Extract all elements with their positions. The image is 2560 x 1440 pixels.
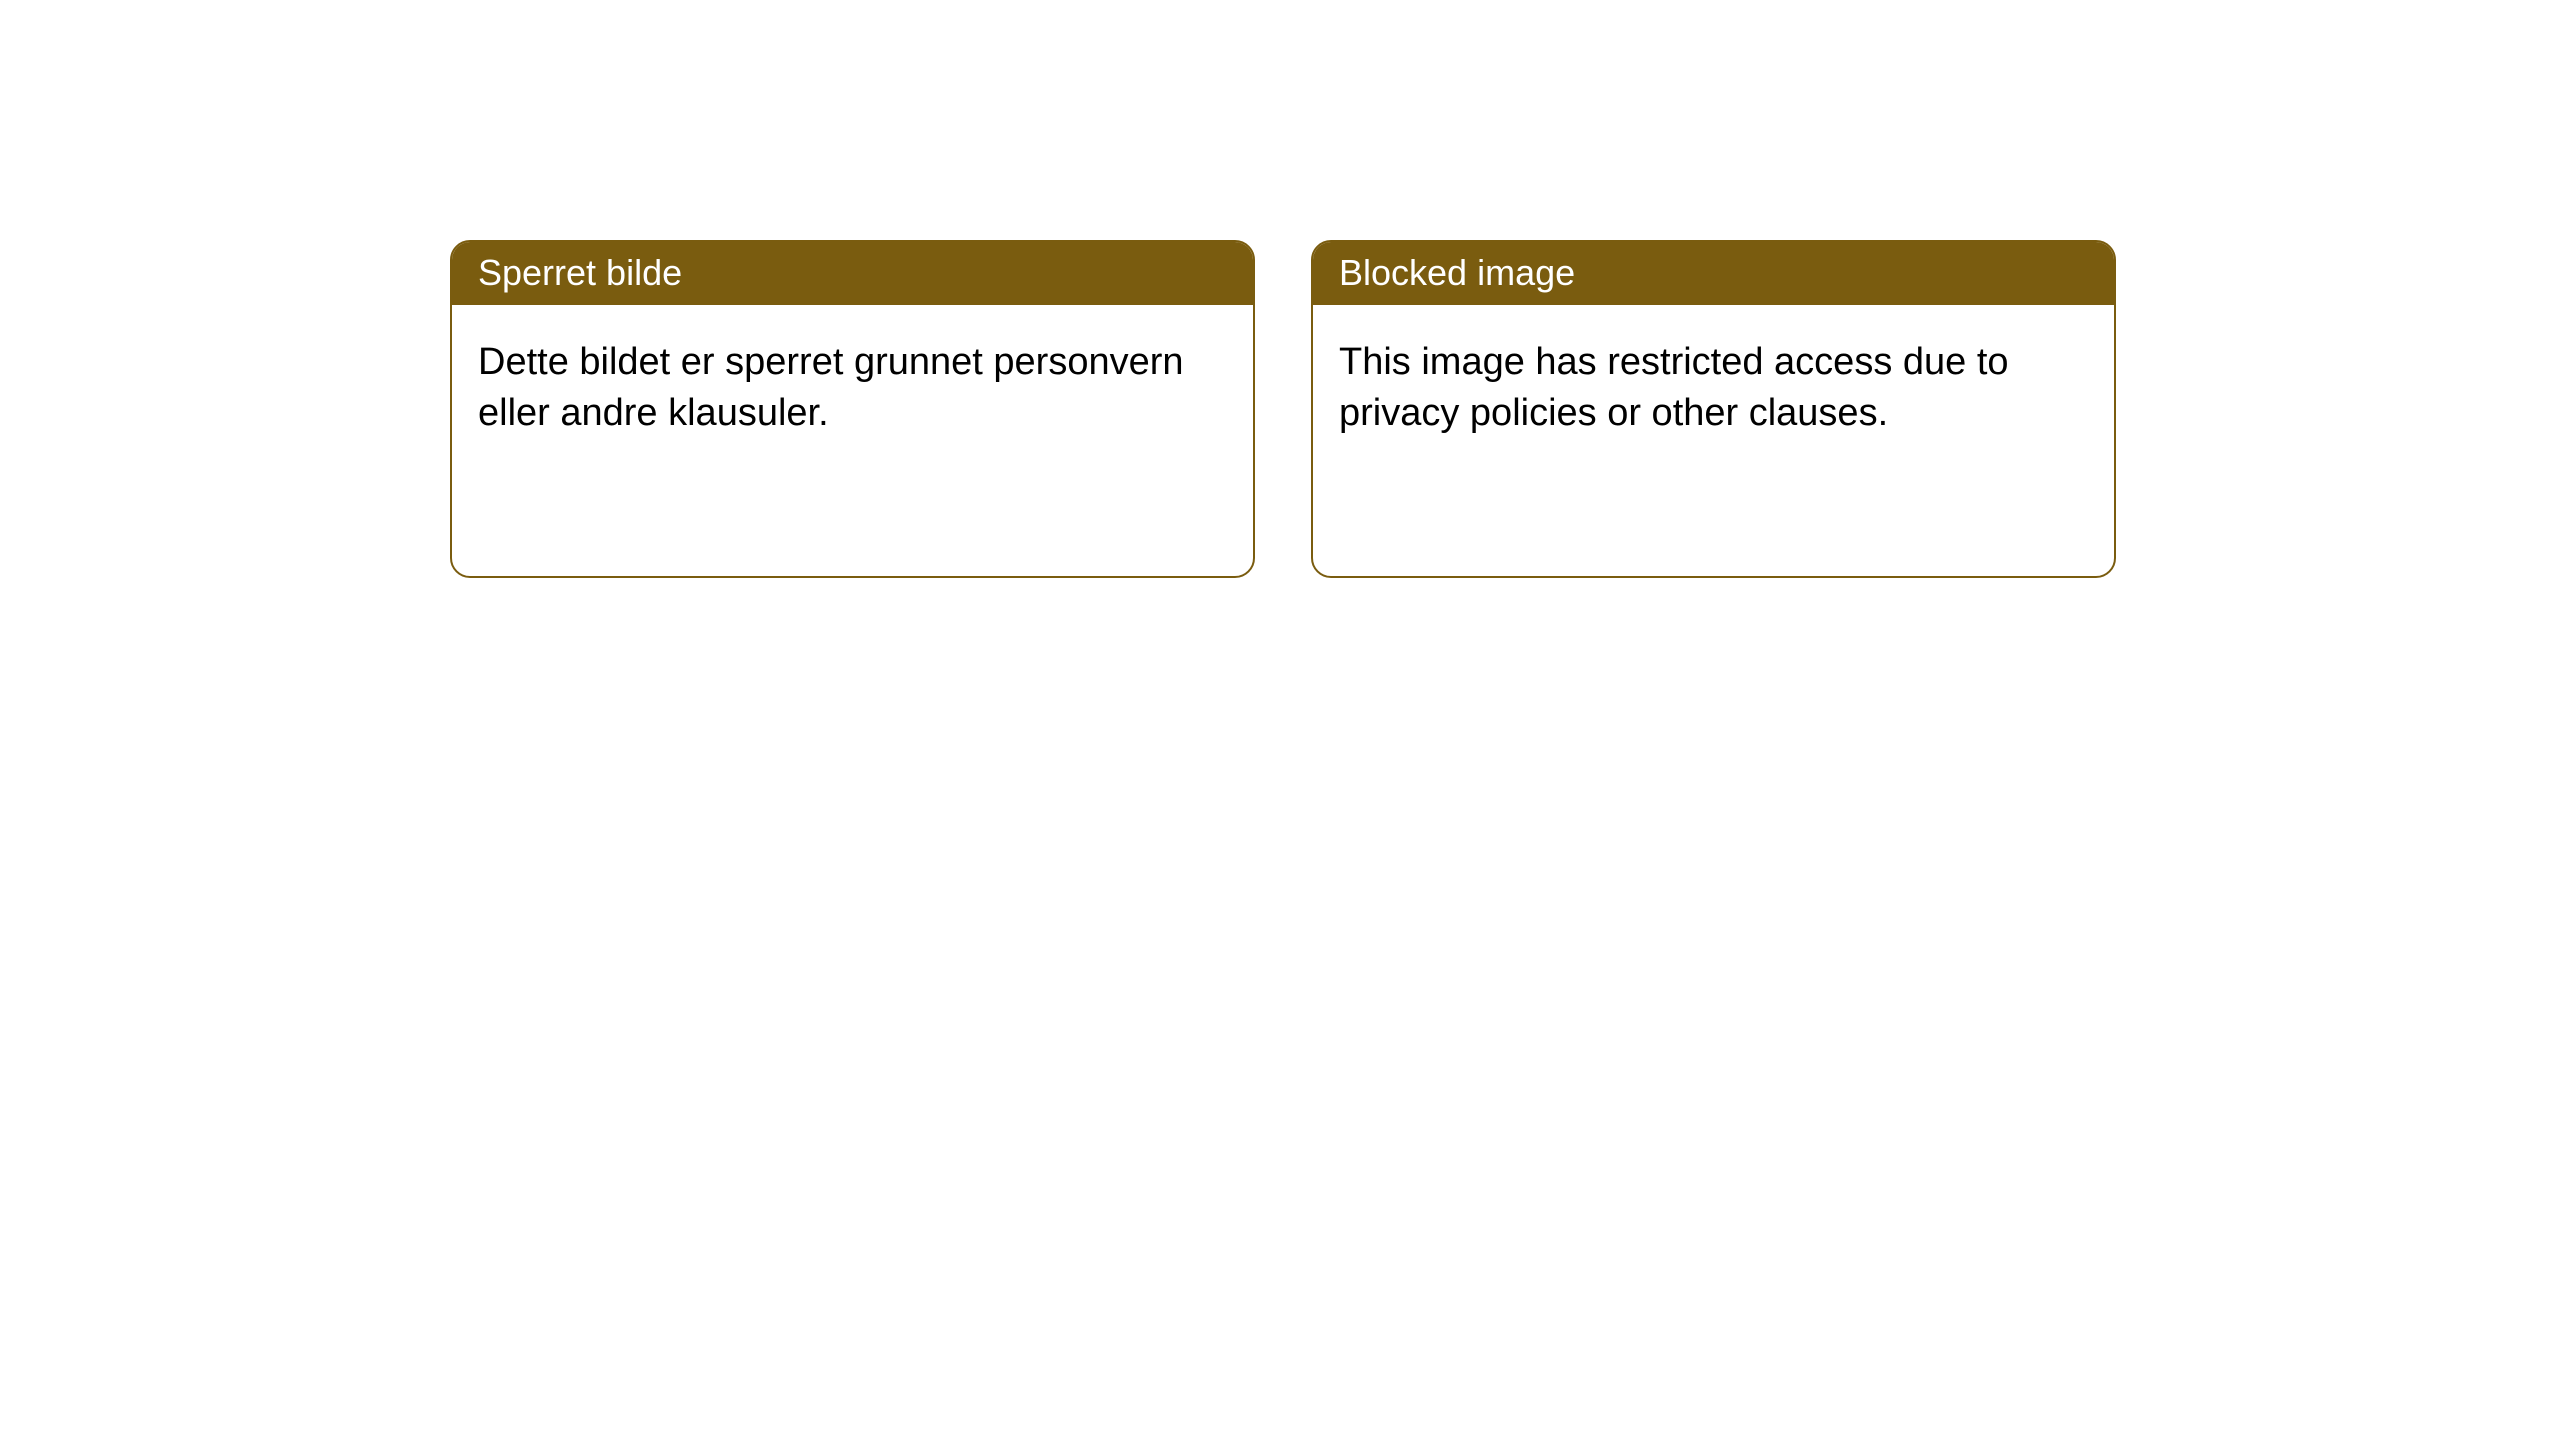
notice-body: Dette bildet er sperret grunnet personve… xyxy=(452,305,1253,472)
notice-box-english: Blocked image This image has restricted … xyxy=(1311,240,2116,578)
notice-container: Sperret bilde Dette bildet er sperret gr… xyxy=(0,0,2560,578)
notice-body: This image has restricted access due to … xyxy=(1313,305,2114,472)
notice-header: Blocked image xyxy=(1313,242,2114,305)
notice-box-norwegian: Sperret bilde Dette bildet er sperret gr… xyxy=(450,240,1255,578)
notice-header: Sperret bilde xyxy=(452,242,1253,305)
